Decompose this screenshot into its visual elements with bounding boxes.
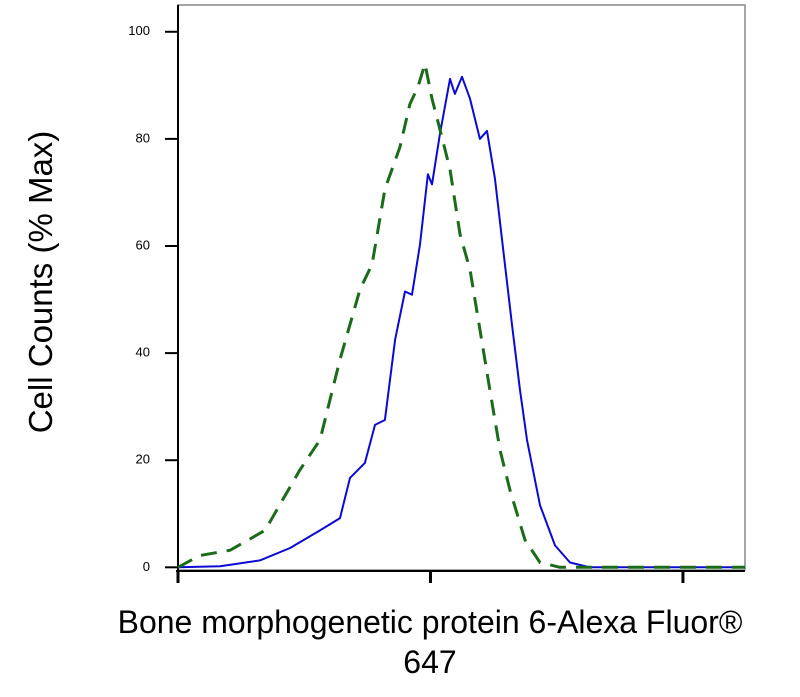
y-tick-label: 80 (136, 130, 150, 145)
y-axis-label: Cell Counts (% Max) (22, 131, 59, 434)
y-tick-label: 60 (136, 237, 150, 252)
chart: Cell Counts (% Max) 0 20 40 60 80 100 (22, 4, 746, 583)
series-line (177, 62, 745, 569)
y-tick-label: 100 (128, 23, 150, 38)
y-tick-label: 20 (136, 452, 150, 467)
y-tick-label: 0 (143, 559, 150, 574)
plot-frame (177, 4, 746, 571)
y-tick-label: 40 (136, 345, 150, 360)
series-line (177, 75, 745, 569)
x-axis-label: Bone morphogenetic protein 6-Alexa Fluor… (117, 604, 743, 680)
